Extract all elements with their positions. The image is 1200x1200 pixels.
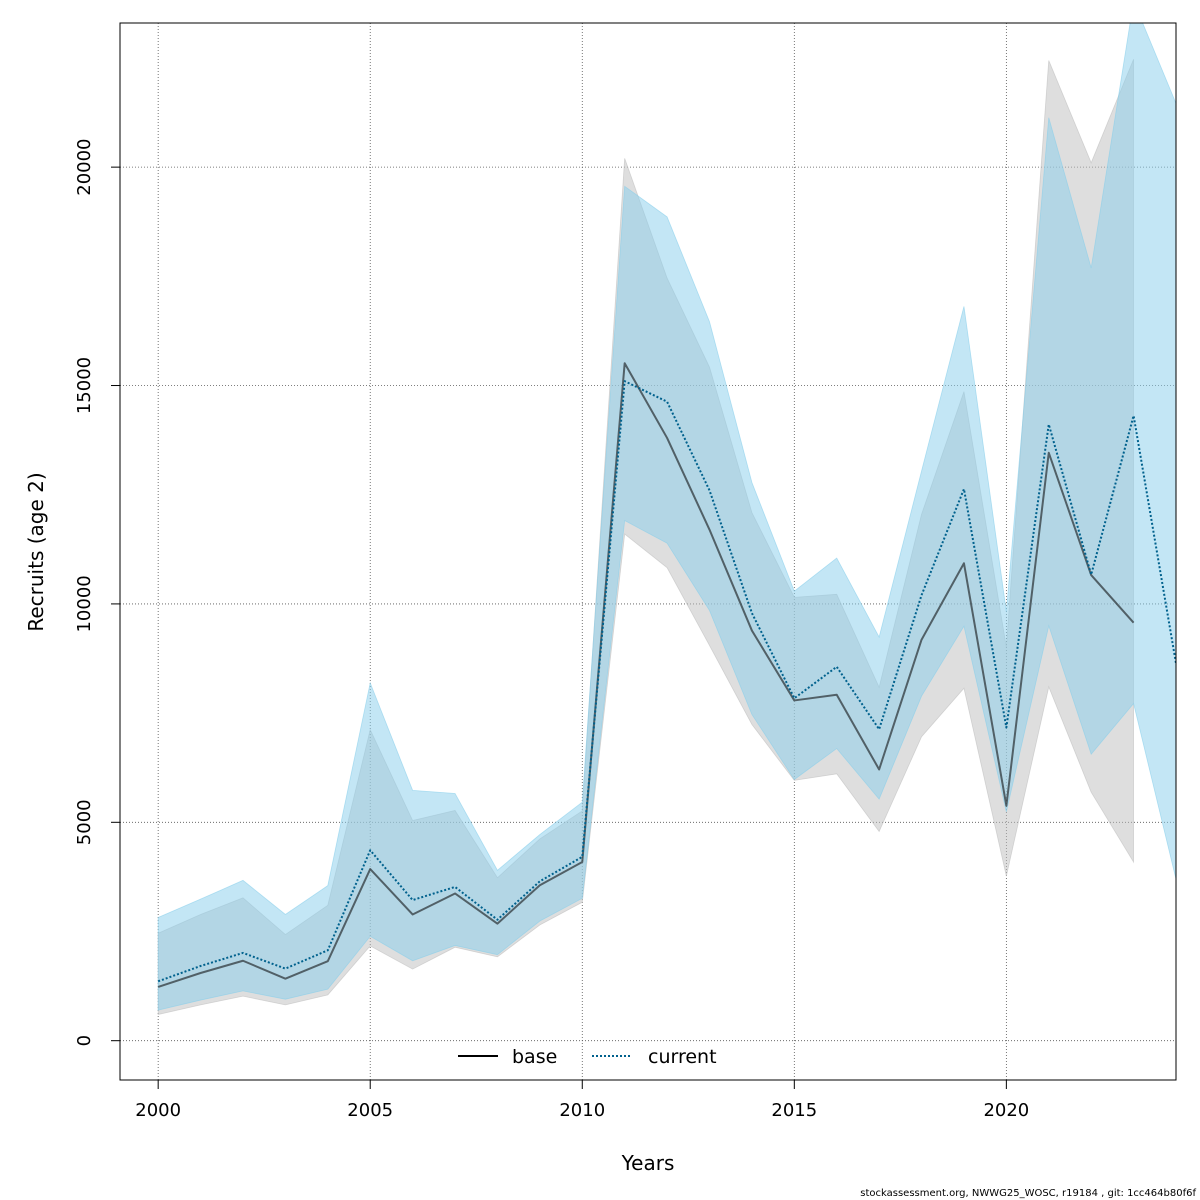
band-current [157, 23, 1176, 1011]
y-axis: 0 5000 10000 15000 20000 [74, 139, 121, 1046]
x-axis-title: Years [621, 1151, 675, 1175]
x-tick-label-2005: 2005 [347, 1100, 393, 1121]
y-tick-label-20000: 20000 [74, 139, 95, 196]
y-axis-title: Recruits (age 2) [24, 472, 48, 631]
x-tick-label-2020: 2020 [983, 1100, 1029, 1121]
x-tick-label-2015: 2015 [771, 1100, 817, 1121]
y-tick-label-0: 0 [74, 1035, 95, 1046]
y-tick-label-10000: 10000 [74, 575, 95, 632]
y-tick-label-5000: 5000 [74, 799, 95, 845]
x-axis: 2000 2005 2010 2015 2020 [135, 1079, 1029, 1121]
legend-current-label: current [648, 1046, 717, 1068]
x-tick-label-2000: 2000 [135, 1100, 181, 1121]
line-current [157, 380, 1176, 983]
y-tick-label-15000: 15000 [74, 357, 95, 414]
line-base [157, 362, 1135, 988]
footer-text: stockassessment.org, NWWG25_WOSC, r19184… [860, 1188, 1196, 1199]
confidence-bands [157, 23, 1176, 1015]
x-tick-label-2010: 2010 [559, 1100, 605, 1121]
legend: base current [458, 1046, 717, 1068]
series-lines [157, 362, 1176, 988]
legend-base-label: base [512, 1046, 557, 1068]
